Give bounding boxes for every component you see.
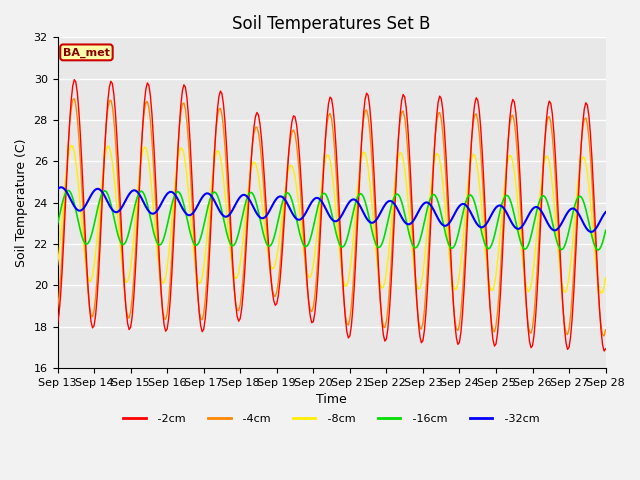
- Y-axis label: Soil Temperature (C): Soil Temperature (C): [15, 138, 28, 267]
- X-axis label: Time: Time: [316, 393, 347, 406]
- Text: BA_met: BA_met: [63, 47, 110, 58]
- Legend:  -2cm,  -4cm,  -8cm,  -16cm,  -32cm: -2cm, -4cm, -8cm, -16cm, -32cm: [119, 409, 544, 428]
- Title: Soil Temperatures Set B: Soil Temperatures Set B: [232, 15, 431, 33]
